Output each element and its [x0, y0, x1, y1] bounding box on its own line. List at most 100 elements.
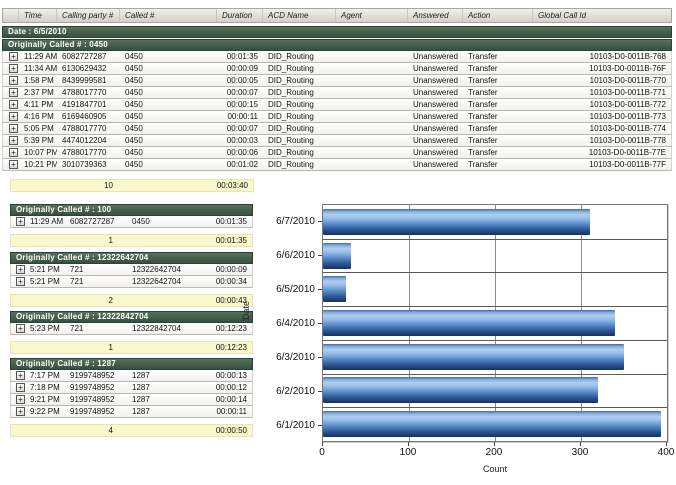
expand-row-icon[interactable]: + — [16, 383, 25, 392]
table-row[interactable]: +1:58 PM 8439999581 0450 00:00:05 DID_Routin… — [2, 75, 672, 87]
table-row[interactable]: +11:34 AM 6130629432 0450 00:00:09 DID_Routi… — [2, 63, 672, 75]
summary-spacer — [127, 180, 212, 191]
cell-duration: 00:01:35 — [226, 52, 258, 61]
table-row[interactable]: +5:21 PM 721 12322642704 00:00:34 — [10, 276, 253, 288]
table-row[interactable]: +9:21 PM 9199748952 1287 00:00:14 — [10, 394, 253, 406]
cell-called: 0450 — [125, 64, 143, 73]
summary-spacer — [25, 235, 65, 246]
expand-cell: + — [3, 75, 19, 86]
cell-action: Transfer — [468, 160, 498, 169]
cell-acd: DID_Routing — [268, 112, 314, 121]
expand-cell: + — [11, 370, 25, 381]
column-header-called-[interactable]: Called # — [120, 9, 217, 22]
table-row[interactable]: +2:37 PM 4788017770 0450 00:00:07 DID_Routin… — [2, 87, 672, 99]
expand-row-icon[interactable]: + — [9, 112, 18, 121]
expand-row-icon[interactable]: + — [16, 395, 25, 404]
column-header-action[interactable]: Action — [463, 9, 533, 22]
cell-calling: 6082727287 — [70, 217, 115, 226]
table-row[interactable]: +5:05 PM 4788017770 0450 00:00:07 DID_Routin… — [2, 123, 672, 135]
call-group: Originally Called # : 100 +11:29 AM 608272… — [10, 203, 253, 247]
cell-action: Transfer — [468, 88, 498, 97]
cell-acd: DID_Routing — [268, 160, 314, 169]
calls-by-date-chart: Date 6/7/2010 6/6/2010 6/5/2010 6/4/2010 6/3… — [240, 196, 676, 485]
cell-called: 12322642704 — [132, 277, 181, 286]
column-header-duration[interactable]: Duration — [217, 9, 263, 22]
cell-called: 0450 — [125, 124, 143, 133]
column-header-calling-party-[interactable]: Calling party # — [57, 9, 120, 22]
cell-called: 12322842704 — [132, 324, 181, 333]
y-tick-label: 6/7/2010 — [252, 204, 322, 238]
cell-duration: 00:00:03 — [226, 136, 258, 145]
band-separator — [323, 272, 667, 273]
column-header-agent[interactable]: Agent — [336, 9, 408, 22]
table-row[interactable]: +11:29 AM 6082727287 0450 00:01:35 DID_Routi… — [2, 51, 672, 63]
column-header-global-call-id[interactable]: Global Call Id — [538, 11, 587, 20]
x-tick-label: 0 — [319, 447, 325, 458]
expand-row-icon[interactable]: + — [16, 277, 25, 286]
expand-row-icon[interactable]: + — [9, 76, 18, 85]
column-header-expand[interactable] — [3, 9, 19, 22]
table-row[interactable]: +10:21 PM 3010739363 0450 00:01:02 DID_Routi… — [2, 159, 672, 171]
cell-global-call-id: 10103-D0-0011B-774 — [589, 124, 666, 133]
expand-row-icon[interactable]: + — [9, 52, 18, 61]
cell-duration: 00:01:02 — [226, 160, 258, 169]
cell-global-call-id: 10103-D0-0011B-773 — [589, 112, 666, 121]
cell-time: 5:39 PM — [24, 136, 54, 145]
expand-row-icon[interactable]: + — [9, 100, 18, 109]
x-tick-label: 200 — [485, 447, 503, 458]
cell-calling: 6169460905 — [62, 112, 107, 121]
table-row[interactable]: +5:21 PM 721 12322642704 00:00:09 — [10, 264, 253, 276]
table-row[interactable]: +7:17 PM 9199748952 1287 00:00:13 — [10, 370, 253, 382]
y-tick-text: 6/7/2010 — [276, 215, 315, 227]
cell-action: Transfer — [468, 112, 498, 121]
cell-acd: DID_Routing — [268, 52, 314, 61]
cell-time: 4:16 PM — [24, 112, 54, 121]
cell-action: Transfer — [468, 124, 498, 133]
column-header-acd-name[interactable]: ACD Name — [263, 9, 336, 22]
table-row[interactable]: +5:23 PM 721 12322842704 00:12:23 — [10, 323, 253, 335]
table-row[interactable]: +9:22 PM 9199748952 1287 00:00:11 — [10, 406, 253, 418]
originally-called-group-header: Originally Called # : 1287 — [10, 358, 253, 370]
cell-duration: 00:00:05 — [226, 76, 258, 85]
y-tick-label: 6/4/2010 — [252, 306, 322, 340]
expand-row-icon[interactable]: + — [9, 136, 18, 145]
expand-row-icon[interactable]: + — [16, 371, 25, 380]
cell-answered: Unanswered — [413, 136, 458, 145]
table-row[interactable]: +5:39 PM 4474012204 0450 00:00:03 DID_Routin… — [2, 135, 672, 147]
expand-row-icon[interactable]: + — [9, 148, 18, 157]
cell-duration: 00:12:23 — [215, 324, 247, 333]
expand-row-icon[interactable]: + — [9, 160, 18, 169]
table-row[interactable]: +4:16 PM 6169460905 0450 00:00:11 DID_Routin… — [2, 111, 672, 123]
cell-calling: 9199748952 — [70, 371, 115, 380]
summary-total-duration: 00:03:40 — [216, 181, 248, 190]
expand-row-icon[interactable]: + — [16, 217, 25, 226]
cell-time: 10:21 PM — [24, 160, 57, 169]
table-row[interactable]: +7:18 PM 9199748952 1287 00:00:12 — [10, 382, 253, 394]
cell-answered: Unanswered — [413, 160, 458, 169]
table-row[interactable]: +4:11 PM 4191847701 0450 00:00:15 DID_Routin… — [2, 99, 672, 111]
table-row[interactable]: +10:07 PM 4788017770 0450 00:00:06 DID_Routi… — [2, 147, 672, 159]
expand-row-icon[interactable]: + — [16, 265, 25, 274]
y-tick-mark — [318, 288, 322, 290]
summary-total-duration: 00:00:50 — [215, 426, 247, 435]
expand-row-icon[interactable]: + — [9, 88, 18, 97]
cell-global-call-id: 10103-D0-0011B-778 — [589, 136, 666, 145]
cell-called: 0450 — [125, 136, 143, 145]
summary-spacer — [127, 235, 212, 246]
table-row[interactable]: +11:29 AM 6082727287 0450 00:01:35 — [10, 216, 253, 228]
column-header-answered[interactable]: Answered — [408, 9, 463, 22]
table-header-row: Time Calling party # Called # Duration ACD N… — [2, 8, 672, 23]
call-group: Originally Called # : 12322842704 +5:23 P… — [10, 310, 253, 354]
expand-row-icon[interactable]: + — [16, 324, 25, 333]
cell-duration: 00:00:15 — [226, 100, 258, 109]
expand-row-icon[interactable]: + — [9, 124, 18, 133]
summary-call-count: 1 — [108, 343, 113, 352]
column-header-time[interactable]: Time — [19, 9, 57, 22]
cell-calling: 4788017770 — [62, 88, 107, 97]
cell-action: Transfer — [468, 64, 498, 73]
expand-row-icon[interactable]: + — [9, 64, 18, 73]
cell-calling: 4788017770 — [62, 148, 107, 157]
cell-duration: 00:00:13 — [215, 371, 247, 380]
originally-called-group-header: Originally Called # : 12322842704 — [10, 311, 253, 323]
expand-row-icon[interactable]: + — [16, 407, 25, 416]
